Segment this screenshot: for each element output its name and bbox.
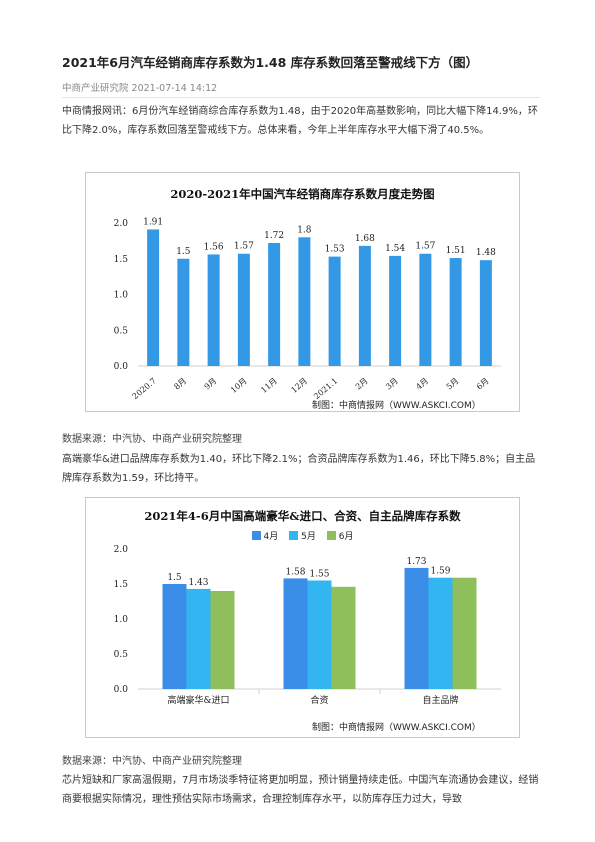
bar: [298, 237, 311, 366]
paragraph-outlook: 芯片短缺和厂家高温假期，7月市场淡季特征将更加明显，预计销量持续走低。中国汽车流…: [62, 775, 539, 805]
bar: [428, 577, 453, 689]
legend-swatch: [289, 531, 299, 540]
x-tick-label: 高端豪华&进口: [167, 694, 229, 706]
y-tick-label: 1.5: [114, 580, 129, 590]
y-tick-label: 0.0: [114, 362, 129, 372]
data-source-2: 数据来源：中汽协、中商产业研究院整理: [62, 756, 242, 767]
legend-swatch: [251, 531, 261, 540]
legend-label: 4月: [263, 532, 279, 542]
bar: [389, 255, 402, 366]
y-tick-label: 0.5: [114, 650, 129, 660]
chart-title: 2020-2021年中国汽车经销商库存系数月度走势图: [170, 187, 435, 201]
data-label: 1.91: [143, 217, 163, 227]
legend-item: 5月: [289, 529, 316, 542]
chart-plot: 0.0 0.5 1.0 1.5 2.0 1.5 1.43 高端豪华&进口 1.58 1.55 合资 1…: [114, 545, 501, 706]
bar: [328, 256, 341, 366]
data-label: 1.57: [234, 242, 254, 252]
legend-item: 6月: [326, 529, 354, 542]
legend-item: 4月: [251, 529, 279, 542]
data-source-1: 数据来源：中汽协、中商产业研究院整理: [62, 434, 242, 445]
bar: [237, 253, 250, 366]
y-tick-label: 0.5: [114, 326, 129, 336]
y-tick-label: 2.0: [114, 219, 129, 229]
bar: [419, 253, 432, 366]
paragraph-brands: 高端豪华&进口品牌库存系数为1.40，环比下降2.1%；合资品牌库存系数为1.4…: [62, 454, 536, 484]
data-label: 1.55: [309, 570, 329, 580]
bar: [331, 586, 356, 689]
bar: [162, 584, 187, 689]
bar: [207, 254, 220, 366]
x-tick-label: 8月: [172, 376, 188, 391]
y-tick-label: 2.0: [114, 545, 129, 555]
data-label: 1.68: [355, 234, 375, 244]
chart-brand-inventory: 2021年4-6月中国高端豪华&进口、合资、自主品牌库存系数 4月 5月 6月 …: [85, 497, 520, 738]
x-tick-label: 6月: [475, 376, 491, 391]
bar: [210, 591, 235, 689]
y-tick-label: 0.0: [114, 685, 129, 695]
paragraph-intro: 中商情报网讯：6月份汽车经销商综合库存系数为1.48，由于2020年高基数影响，…: [62, 106, 538, 136]
y-tick-label: 1.5: [114, 255, 129, 265]
chart-monthly-inventory: 2020-2021年中国汽车经销商库存系数月度走势图 0.0 0.5 1.0 1.5 2…: [85, 172, 520, 412]
chart-plot: 0.0 0.5 1.0 1.5 2.0 1.91 2020.7 1.5 8月 1.56 9月 1.57…: [114, 217, 501, 401]
data-label: 1.8: [297, 225, 312, 235]
chart-legend: 4月 5月 6月: [86, 529, 519, 542]
data-label: 1.53: [325, 245, 345, 255]
data-label: 1.43: [188, 578, 208, 588]
x-tick-label: 12月: [289, 376, 309, 395]
chart-credit: 制图：中商情报网（WWW.ASKCI.COM）: [312, 401, 481, 411]
title-divider: [62, 97, 540, 98]
data-label: 1.72: [264, 231, 284, 241]
y-tick-label: 1.0: [114, 291, 129, 301]
x-tick-label: 合资: [310, 694, 328, 706]
data-label: 1.5: [167, 573, 182, 583]
x-tick-label: 2月: [354, 376, 370, 391]
x-tick-label: 2020.7: [131, 376, 158, 401]
data-label: 1.73: [406, 557, 426, 567]
bar: [479, 260, 492, 366]
bar: [452, 577, 477, 689]
x-tick-label: 10月: [229, 376, 249, 395]
x-tick-label: 5月: [445, 376, 461, 391]
data-label: 1.51: [446, 246, 466, 256]
data-label: 1.58: [285, 567, 305, 577]
data-label: 1.5: [176, 247, 191, 257]
x-tick-label: 自主品牌: [422, 694, 458, 706]
bar: [283, 578, 308, 689]
legend-swatch: [326, 531, 336, 540]
data-label: 1.48: [476, 248, 496, 258]
x-tick-label: 4月: [414, 376, 430, 391]
bar: [186, 588, 211, 689]
bar: [307, 580, 332, 689]
data-label: 1.54: [385, 244, 405, 254]
legend-label: 5月: [301, 532, 316, 542]
data-label: 1.56: [204, 242, 224, 252]
bar: [147, 229, 160, 366]
bar: [358, 245, 371, 366]
x-tick-label: 11月: [259, 376, 279, 395]
bar: [449, 258, 462, 366]
article-meta: 中商产业研究院 2021-07-14 14:12: [62, 80, 217, 94]
bar: [268, 243, 281, 366]
article-source[interactable]: 中商产业研究院: [62, 83, 129, 94]
y-tick-label: 1.0: [114, 615, 129, 625]
article-date: 2021-07-14 14:12: [131, 83, 218, 94]
chart-title: 2021年4-6月中国高端豪华&进口、合资、自主品牌库存系数: [144, 509, 461, 523]
bar: [404, 567, 429, 689]
data-label: 1.57: [415, 242, 435, 252]
article-title: 2021年6月汽车经销商库存系数为1.48 库存系数回落至警戒线下方（图）: [62, 55, 479, 70]
bar: [177, 258, 190, 366]
chart-credit: 制图：中商情报网（WWW.ASKCI.COM）: [312, 723, 481, 733]
legend-label: 6月: [338, 532, 354, 542]
x-tick-label: 9月: [203, 376, 219, 391]
x-tick-label: 3月: [384, 376, 400, 391]
data-label: 1.59: [430, 567, 450, 577]
